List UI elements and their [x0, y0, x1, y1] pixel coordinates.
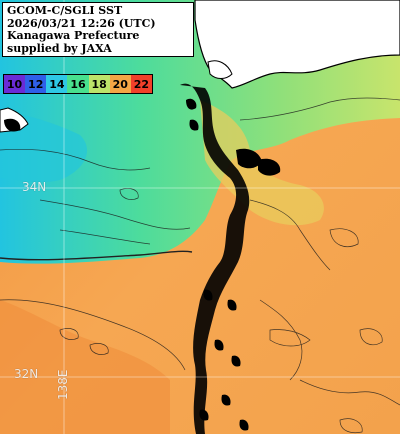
south-west-water-band — [0, 300, 170, 434]
legend-cell-10: 10 — [4, 75, 26, 93]
region-name: Kanagawa Prefecture — [7, 29, 140, 42]
legend-cell-14: 14 — [46, 75, 68, 93]
legend-cell-20: 20 — [109, 75, 131, 93]
info-box: GCOM-C/SGLI SST 2026/03/21 12:26 (UTC) K… — [2, 2, 194, 57]
bay-water-area — [200, 100, 324, 226]
legend-cell-22: 22 — [130, 75, 152, 93]
longitude-label-138e: 138E — [56, 369, 70, 401]
latitude-label-34n: 34N — [22, 180, 47, 194]
legend-cell-12: 12 — [25, 75, 47, 93]
data-supplier: supplied by JAXA — [7, 41, 112, 55]
latitude-label-32n: 32N — [14, 367, 39, 381]
legend-cell-16: 16 — [67, 75, 89, 93]
island-chain-mask — [4, 83, 281, 434]
temperature-legend: 10 12 14 16 18 20 22 — [3, 74, 153, 94]
thermal-front-line — [0, 250, 193, 261]
legend-cell-18: 18 — [88, 75, 110, 93]
sensor-title: GCOM-C/SGLI SST — [7, 4, 123, 17]
acquisition-time: 2026/03/21 12:26 (UTC) — [7, 16, 156, 30]
land-mainland — [194, 0, 400, 89]
land-peninsula-tip — [207, 60, 233, 79]
isotherm-contours — [0, 97, 400, 434]
